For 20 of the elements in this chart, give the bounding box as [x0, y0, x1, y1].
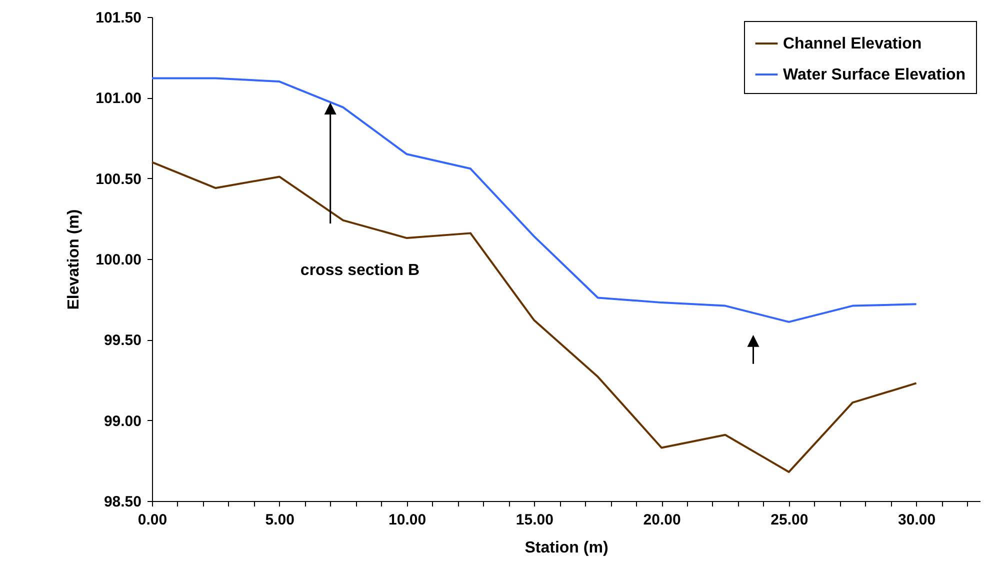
y-tick-label: 100.00 [96, 252, 142, 268]
y-tick-label: 101.00 [96, 90, 142, 108]
y-tick-label: 101.50 [96, 10, 142, 26]
line-series [151, 161, 918, 473]
legend-label: Water Surface Elevation [783, 66, 966, 84]
y-axis-title: Elevation (m) [66, 209, 83, 310]
x-tick-label: 10.00 [388, 512, 426, 528]
y-tick-label: 99.50 [104, 332, 142, 350]
x-tick-label: 0.00 [138, 512, 168, 528]
annotation: cross section B [300, 262, 420, 279]
legend-label: Channel Elevation [783, 36, 922, 52]
y-tick-label: 99.00 [104, 412, 142, 430]
x-axis-title: Station (m) [524, 540, 608, 556]
y-tick-label: 98.50 [104, 494, 142, 510]
x-tick-label: 25.00 [770, 512, 808, 528]
x-tick-label: 5.00 [265, 512, 294, 528]
x-tick-label: 20.00 [643, 512, 681, 528]
x-tick-label: 30.00 [898, 512, 936, 528]
x-tick-label: 15.00 [516, 512, 554, 528]
y-tick-label: 100.50 [96, 170, 142, 188]
